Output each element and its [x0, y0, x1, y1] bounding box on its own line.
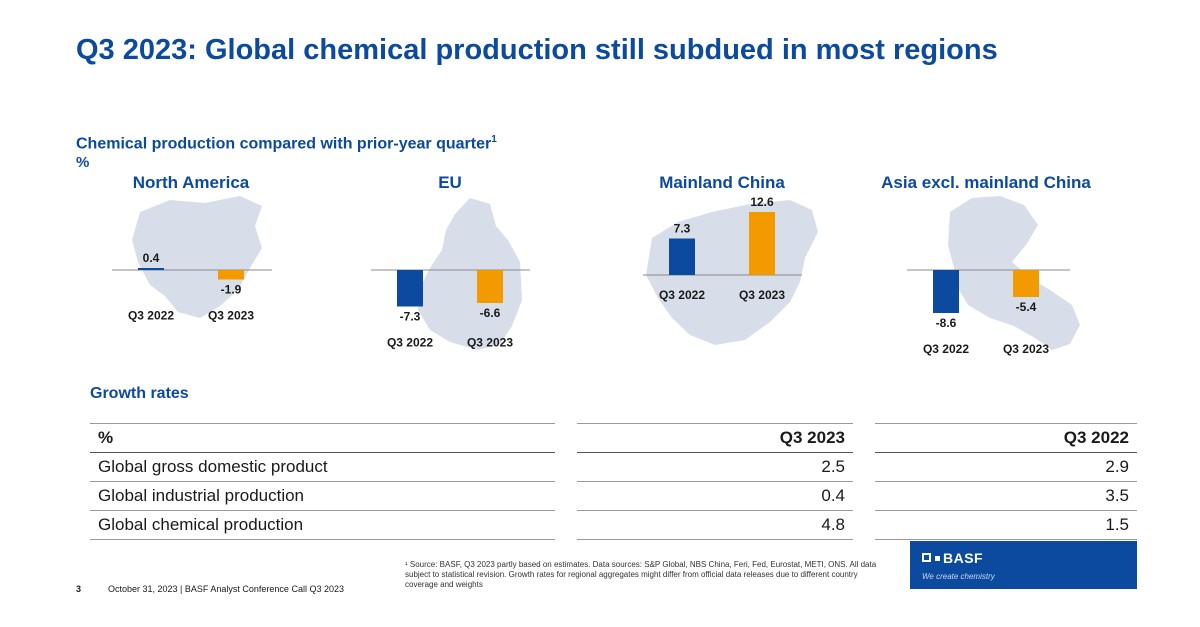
- table-row: Global gross domestic product: [90, 452, 555, 482]
- cell-q3-2022: 1.5: [875, 510, 1137, 540]
- north-america-bar-1: [218, 270, 244, 280]
- footnote: ¹ Source: BASF, Q3 2023 partly based on …: [405, 560, 877, 589]
- chart-subtitle: Chemical production compared with prior-…: [76, 134, 497, 153]
- col-header-q3-2022: Q3 2022: [875, 423, 1137, 453]
- eu-category-label-1: Q3 2023: [467, 336, 513, 350]
- table-row: 4.8: [577, 510, 853, 540]
- cell-q3-2023: 4.8: [577, 510, 853, 540]
- north-america-value-label-0: 0.4: [143, 251, 160, 265]
- asia-excl-mainland-china-title: Asia excl. mainland China: [881, 173, 1091, 192]
- chart-unit: %: [76, 154, 90, 171]
- logo-tagline: We create chemistry: [922, 572, 995, 581]
- asia-excl-mainland-china-value-label-0: -8.6: [936, 316, 957, 330]
- regional-charts: North America 0.4 -1.9 Q3 2022 Q3 2023 EU -7.3…: [112, 173, 1091, 356]
- north-america-value-label-1: -1.9: [221, 283, 242, 297]
- mainland-china-bar-1: [749, 212, 775, 275]
- table-row: Global chemical production: [90, 510, 555, 540]
- eu-bar-1: [477, 270, 503, 303]
- asia-excl-mainland-china-category-label-0: Q3 2022: [923, 342, 969, 356]
- row-label: Global industrial production: [90, 481, 555, 511]
- table-row: 2.5: [577, 452, 853, 482]
- eu-value-label-0: -7.3: [400, 310, 421, 324]
- eu-map-icon: [418, 198, 522, 350]
- logo-text: BASF: [943, 550, 984, 566]
- asia-excl-mainland-china-bar-1: [1013, 270, 1039, 297]
- basf-logo: BASF We create chemistry: [910, 541, 1137, 589]
- logo-square-icon: [922, 553, 931, 562]
- growth-table-labels: % Global gross domestic product Global i…: [90, 423, 555, 540]
- eu-title: EU: [438, 173, 462, 192]
- growth-header-unit: %: [90, 423, 555, 453]
- col-header-q3-2023: Q3 2023: [577, 423, 853, 453]
- table-row: 0.4: [577, 481, 853, 511]
- table-row: 2.9: [875, 452, 1137, 482]
- table-row: Global industrial production: [90, 481, 555, 511]
- cell-q3-2022: 3.5: [875, 481, 1137, 511]
- logo-dot-icon: [935, 556, 940, 561]
- growth-table-q3-2023: Q3 2023 2.5 0.4 4.8: [577, 423, 853, 540]
- asia-excl-mainland-china-category-label-1: Q3 2023: [1003, 342, 1049, 356]
- mainland-china-category-label-0: Q3 2022: [659, 288, 705, 302]
- mainland-china-value-label-0: 7.3: [674, 222, 691, 236]
- cell-q3-2022: 2.9: [875, 452, 1137, 482]
- north-america-title: North America: [133, 173, 250, 192]
- page-number: 3: [76, 584, 82, 594]
- mainland-china-value-label-1: 12.6: [750, 195, 774, 209]
- eu-bar-0: [397, 270, 423, 307]
- cell-q3-2023: 0.4: [577, 481, 853, 511]
- growth-rates-title: Growth rates: [90, 385, 189, 402]
- north-america-category-label-1: Q3 2023: [208, 309, 254, 323]
- north-america-category-label-0: Q3 2022: [128, 309, 174, 323]
- table-row: 3.5: [875, 481, 1137, 511]
- footer-text: October 31, 2023 | BASF Analyst Conferen…: [108, 584, 344, 594]
- footnote-marker: 1: [491, 134, 497, 145]
- eu-category-label-0: Q3 2022: [387, 336, 433, 350]
- row-label: Global chemical production: [90, 510, 555, 540]
- asia-excl-mainland-china-value-label-1: -5.4: [1016, 300, 1037, 314]
- page-title: Q3 2023: Global chemical production stil…: [76, 34, 998, 66]
- growth-table-q3-2022: Q3 2022 2.9 3.5 1.5: [875, 423, 1137, 540]
- table-row: 1.5: [875, 510, 1137, 540]
- asia-excl-mainland-china-bar-0: [933, 270, 959, 313]
- mainland-china-title: Mainland China: [659, 173, 785, 192]
- chart-subtitle-text: Chemical production compared with prior-…: [76, 135, 492, 153]
- cell-q3-2023: 2.5: [577, 452, 853, 482]
- north-america-map-icon: [132, 196, 262, 318]
- north-america-bar-0: [138, 268, 164, 270]
- mainland-china-category-label-1: Q3 2023: [739, 288, 785, 302]
- map-silhouettes: [132, 196, 1080, 350]
- row-label: Global gross domestic product: [90, 452, 555, 482]
- mainland-china-bar-0: [669, 238, 695, 275]
- eu-value-label-1: -6.6: [480, 306, 501, 320]
